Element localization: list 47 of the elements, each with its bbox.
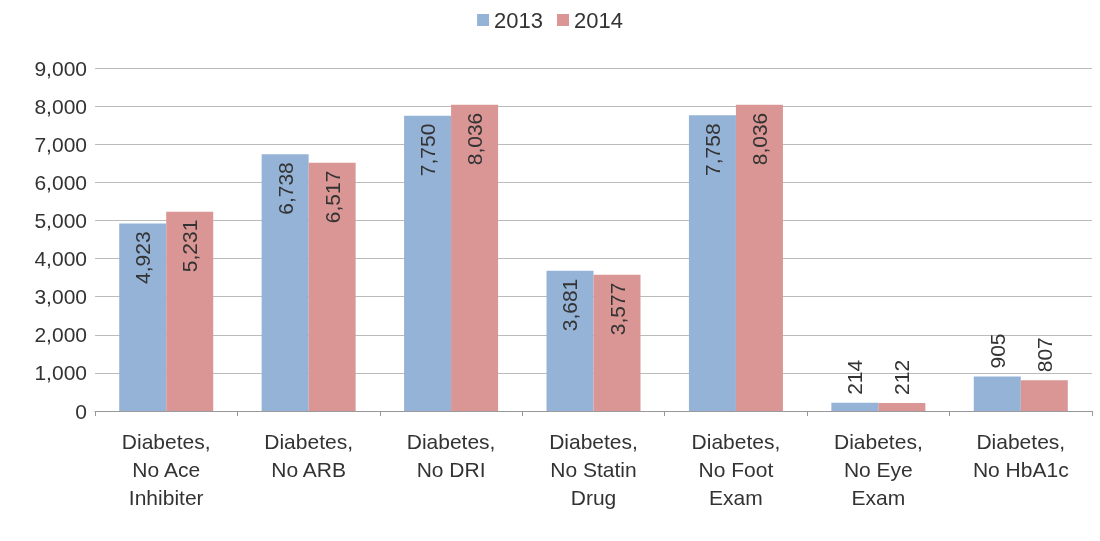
bar [261,154,309,411]
data-label: 7,758 [700,123,724,176]
bar [831,402,879,411]
bar [166,211,214,411]
data-label: 4,923 [131,231,155,284]
y-tick-label: 8,000 [34,94,87,118]
y-tick-label: 2,000 [34,323,87,347]
y-tick-label: 9,000 [34,56,87,80]
y-tick-label: 3,000 [34,285,87,309]
legend-label: 2013 [494,7,544,33]
bar [119,223,167,411]
y-tick-label: 5,000 [34,208,87,232]
y-tick-label: 1,000 [34,361,87,385]
y-tick-label: 0 [75,399,87,423]
bar [688,115,736,411]
data-label: 7,750 [416,123,440,177]
x-tick-label: Diabetes, No Eye Exam [834,429,923,509]
y-tick-label: 7,000 [34,132,87,156]
bar [735,104,783,411]
data-label: 5,231 [178,219,202,273]
data-label: 214 [843,359,867,395]
data-label: 3,577 [605,282,629,336]
x-tick-label: Diabetes, No Ace Inhibiter [121,429,211,509]
data-label: 3,681 [558,278,582,332]
data-label: 212 [890,359,914,395]
data-label: 807 [1032,337,1056,373]
y-tick-label: 6,000 [34,170,87,194]
data-label: 6,738 [273,162,297,215]
data-label: 905 [985,333,1009,369]
legend-label: 2014 [574,7,623,33]
x-tick-label: Diabetes, No HbA1c [972,429,1069,481]
x-tick-label: Diabetes, No DRI [406,429,496,481]
bar [404,115,452,411]
bar [546,270,594,411]
x-tick-label: Diabetes, No Foot Exam [691,429,781,509]
data-label: 8,036 [747,112,771,166]
bar [593,274,641,411]
bar [308,162,356,411]
bar [451,104,499,411]
bar [1020,380,1068,411]
x-tick-label: Diabetes, No Statin Drug [549,429,638,509]
y-tick-label: 4,000 [34,247,87,271]
data-label: 8,036 [463,112,487,166]
data-label: 6,517 [320,170,344,224]
x-tick-label: Diabetes, No ARB [264,429,353,481]
bar [878,402,926,411]
bar [973,376,1021,411]
